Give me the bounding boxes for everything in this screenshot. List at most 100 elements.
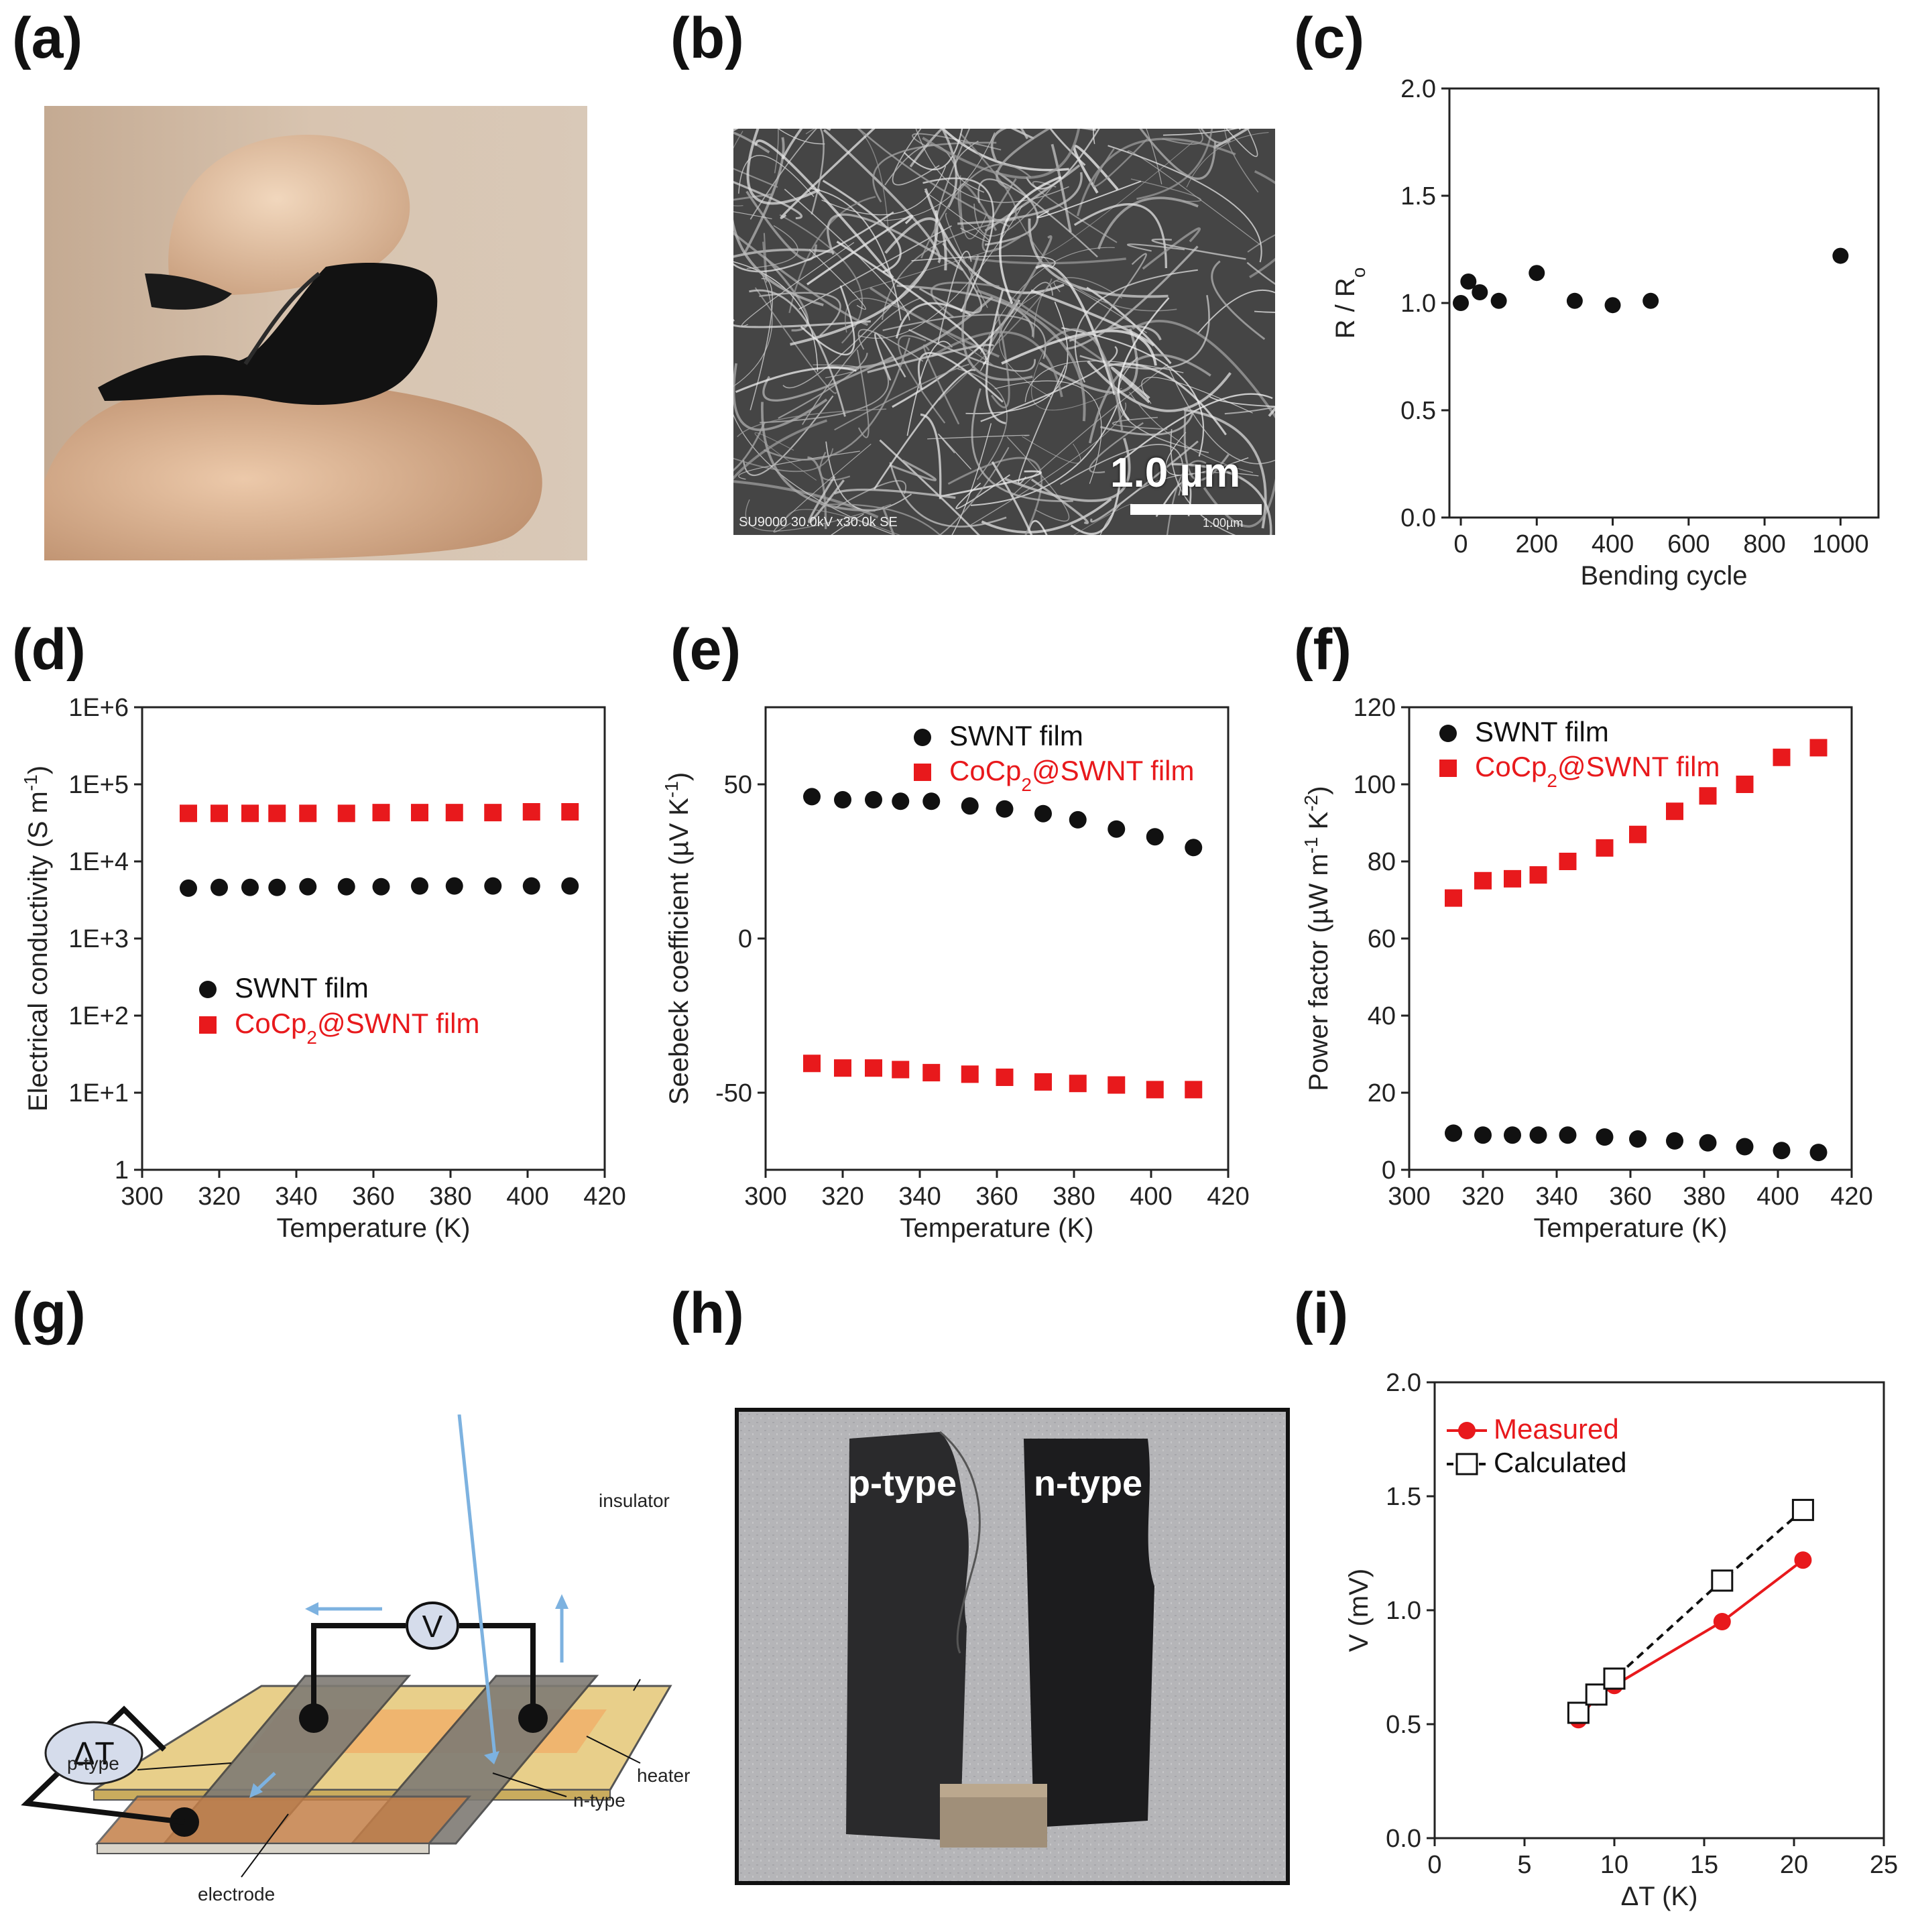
sem-fibre bbox=[892, 129, 940, 186]
sem-fibre bbox=[1099, 472, 1259, 535]
data-point bbox=[1034, 804, 1052, 823]
sem-fibre bbox=[867, 343, 994, 373]
data-point bbox=[337, 804, 355, 823]
sem-fibre bbox=[1108, 145, 1262, 263]
sem-fibre bbox=[957, 172, 1083, 225]
sem-fibre bbox=[1001, 329, 1157, 366]
sem-fibre bbox=[1142, 227, 1201, 270]
x-tick-label: 380 bbox=[429, 1183, 471, 1211]
sem-fibre bbox=[754, 139, 894, 279]
data-point bbox=[1452, 295, 1469, 311]
y-tick-label: 1E+1 bbox=[68, 1079, 129, 1107]
y-tick-label: 1.5 bbox=[1386, 1483, 1421, 1511]
sem-fibre bbox=[733, 168, 778, 188]
data-point bbox=[1736, 1138, 1754, 1156]
sem-fibre bbox=[1209, 396, 1275, 408]
sem-fibre bbox=[895, 302, 971, 339]
sem-fibre bbox=[754, 432, 817, 481]
data-point bbox=[1736, 776, 1754, 793]
sem-fibre bbox=[1010, 129, 1034, 140]
y-tick-label: 100 bbox=[1354, 771, 1396, 799]
sem-fibre bbox=[1069, 325, 1162, 342]
heater-label: heater bbox=[637, 1765, 690, 1786]
sem-fibre bbox=[931, 282, 1000, 318]
data-point bbox=[241, 804, 259, 823]
data-point bbox=[1773, 748, 1791, 766]
data-point bbox=[241, 878, 259, 896]
sem-fibre bbox=[1011, 363, 1169, 497]
electrode-label: electrode bbox=[198, 1884, 275, 1905]
delta-t-label: ΔT bbox=[73, 1736, 114, 1772]
sem-fibre bbox=[927, 434, 1030, 440]
sem-fibre bbox=[941, 129, 1069, 172]
sem-fibre bbox=[777, 129, 825, 145]
sem-fibre bbox=[922, 177, 995, 312]
data-point bbox=[522, 877, 540, 895]
x-tick-label: 400 bbox=[1592, 530, 1634, 558]
sem-fibre bbox=[733, 419, 828, 480]
x-tick-label: 25 bbox=[1870, 1851, 1898, 1879]
sem-fibre bbox=[971, 388, 1073, 503]
data-point bbox=[484, 877, 502, 895]
x-tick-label: 1000 bbox=[1812, 530, 1869, 558]
sem-fibre bbox=[733, 363, 828, 431]
sem-fibre bbox=[746, 225, 798, 269]
sem-fibre bbox=[1200, 129, 1231, 144]
data-point bbox=[1529, 265, 1545, 282]
data-point bbox=[1596, 1128, 1614, 1146]
sem-fibre bbox=[1213, 129, 1250, 149]
series-line bbox=[1577, 1559, 1804, 1721]
data-point bbox=[1474, 871, 1492, 890]
x-tick-label: 380 bbox=[1053, 1183, 1095, 1211]
data-point bbox=[1791, 1498, 1814, 1521]
sem-fibre bbox=[733, 211, 894, 273]
sem-fibre bbox=[898, 335, 946, 424]
x-tick-label: 320 bbox=[198, 1183, 240, 1211]
sem-info-text: SU9000 30.0kV x30.0k SE bbox=[739, 515, 898, 530]
data-point bbox=[372, 878, 390, 896]
sem-fibre bbox=[884, 144, 961, 186]
sem-fibre bbox=[957, 368, 1008, 481]
n-type-label: n-type bbox=[573, 1790, 625, 1811]
sem-fibre bbox=[1086, 286, 1172, 365]
chart-e-seebeck: 300 320 340 360 380 400 420 -50 0 50 Temperature (… bbox=[661, 706, 1250, 1243]
data-point bbox=[180, 879, 197, 897]
sem-fibre bbox=[965, 301, 1069, 414]
data-point bbox=[803, 1054, 821, 1073]
sem-fibre bbox=[1118, 297, 1170, 420]
data-point bbox=[1069, 1075, 1087, 1093]
sem-fibre bbox=[981, 178, 1021, 253]
sem-fibre bbox=[999, 176, 1062, 304]
sem-fibre bbox=[945, 213, 988, 308]
sem-fibre bbox=[1116, 356, 1209, 454]
sem-fibre bbox=[955, 474, 1010, 509]
y-axis-label: Seebeck coefficient (µV K-1) bbox=[661, 772, 695, 1105]
x-tick-label: 340 bbox=[898, 1183, 941, 1211]
y-tick-label: 2.0 bbox=[1400, 75, 1436, 103]
data-point bbox=[1034, 1073, 1052, 1091]
panel-label-f: (f) bbox=[1294, 617, 1352, 682]
data-point bbox=[1794, 1551, 1812, 1569]
sem-fibre bbox=[1090, 440, 1199, 523]
data-point bbox=[1832, 247, 1849, 264]
data-point bbox=[1185, 1081, 1203, 1099]
sem-fibre bbox=[822, 180, 902, 274]
sem-fibre bbox=[969, 402, 1127, 526]
sem-fibre bbox=[1030, 478, 1089, 524]
sem-fibre bbox=[917, 352, 1004, 403]
data-point bbox=[1699, 1134, 1717, 1152]
sem-fibre bbox=[988, 235, 1053, 347]
sem-fibre bbox=[884, 132, 996, 221]
x-tick-label: 600 bbox=[1667, 530, 1710, 558]
x-axis-label: ΔT (K) bbox=[1621, 1882, 1698, 1911]
chart-i-voltage: 0 5 10 15 20 25 0.0 0.5 1.0 1.5 2.0 ΔT (K) V (mV) Mea… bbox=[1344, 1369, 1898, 1911]
plot-frame bbox=[141, 706, 606, 1171]
p-type-strip-photo bbox=[846, 1432, 969, 1841]
data-point bbox=[445, 877, 463, 895]
legend-marker bbox=[1458, 1422, 1476, 1439]
sem-fibre bbox=[845, 298, 996, 368]
sem-fibre bbox=[733, 448, 834, 473]
x-tick-label: 300 bbox=[121, 1183, 163, 1211]
sem-fibre bbox=[1155, 480, 1192, 518]
sem-fibre bbox=[1141, 377, 1253, 414]
